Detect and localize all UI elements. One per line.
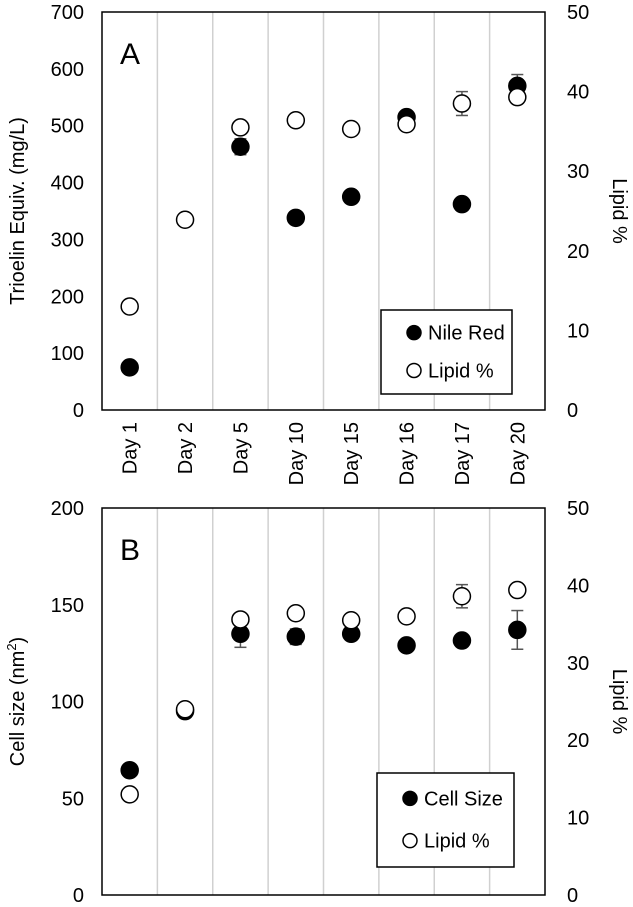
legend-marker: [406, 324, 422, 341]
y2-tick-label: 30: [567, 653, 589, 675]
x-tick-label: Day 5: [230, 422, 252, 474]
legend-label: Cell Size: [424, 788, 503, 810]
y2-tick-label: 20: [567, 730, 589, 752]
filled-point: [286, 627, 306, 646]
filled-point: [452, 631, 472, 650]
y2-tick-label: 30: [567, 161, 589, 183]
open-point: [397, 114, 416, 134]
filled-point: [452, 194, 472, 214]
x-tick-label: Day 1: [120, 422, 142, 474]
y2-tick-label: 0: [567, 400, 578, 422]
y-tick-label: 0: [73, 885, 84, 907]
filled-point: [120, 358, 139, 377]
filled-point: [508, 620, 527, 640]
open-point: [286, 604, 306, 623]
y2-tick-label: 40: [567, 575, 589, 597]
y-tick-label: 300: [51, 229, 84, 251]
y2-tick-label: 10: [567, 320, 589, 342]
y2-tick-label: 40: [567, 82, 589, 104]
y-tick-label: 600: [51, 59, 84, 81]
y-tick-label: 100: [51, 343, 84, 365]
open-point: [508, 87, 527, 107]
legend-label: Lipid %: [428, 360, 494, 382]
plot-frame: [101, 11, 546, 411]
x-tick-label: Day 17: [452, 422, 474, 485]
open-point: [341, 119, 361, 139]
open-point: [175, 699, 195, 719]
open-point: [508, 580, 527, 600]
legend: Nile Red Lipid %: [380, 309, 513, 395]
x-tick-label: Day 20: [507, 422, 529, 485]
filled-point: [231, 137, 250, 157]
y-tick-label: 200: [51, 286, 84, 308]
filled-point: [120, 760, 139, 780]
y2-tick-label: 50: [567, 2, 589, 24]
y2-axis-title: Lipid %: [608, 178, 630, 244]
legend-label: Nile Red: [428, 323, 505, 345]
y2-tick-label: 10: [567, 808, 589, 830]
filled-point: [286, 208, 306, 228]
open-point: [120, 297, 139, 316]
open-point: [452, 94, 472, 113]
legend: Cell Size Lipid %: [376, 772, 515, 868]
legend-marker: [402, 790, 418, 807]
legend-box: [376, 772, 515, 868]
legend-label: Lipid %: [424, 831, 490, 853]
open-point: [341, 610, 361, 630]
x-tick-label: Day 2: [175, 422, 197, 474]
y-tick-label: 700: [51, 2, 84, 24]
filled-point: [341, 187, 361, 207]
open-point: [452, 586, 472, 606]
x-tick-label: Day 15: [341, 422, 363, 485]
open-point: [120, 785, 139, 804]
legend-marker: [402, 832, 418, 849]
y-tick-label: 200: [51, 498, 84, 520]
y-tick-label: 400: [51, 173, 84, 195]
panel-label: A: [120, 38, 140, 71]
x-tick-label: Day 10: [286, 422, 308, 485]
open-point: [175, 210, 195, 230]
filled-point: [397, 636, 416, 655]
legend-marker: [406, 362, 422, 379]
y2-axis-title: Lipid %: [608, 669, 630, 735]
y-tick-label: 50: [62, 788, 84, 810]
plot-frame: [101, 507, 546, 896]
y2-tick-label: 0: [567, 885, 578, 907]
x-tick-label: Day 16: [397, 422, 419, 485]
y-tick-label: 0: [73, 400, 84, 422]
panel-label: B: [120, 534, 140, 567]
y-tick-label: 500: [51, 116, 84, 138]
y2-tick-label: 20: [567, 241, 589, 263]
open-point: [231, 118, 250, 137]
y2-tick-label: 50: [567, 498, 589, 520]
y-tick-label: 150: [51, 595, 84, 617]
chart-panel-a: 0 100 200 300 400 500 600 700 0 10 20 30 40 50 A Trioel…: [7, 2, 630, 485]
legend-box: [380, 309, 513, 395]
open-point: [397, 607, 416, 626]
y-tick-label: 100: [51, 692, 84, 714]
open-point: [286, 111, 306, 130]
y-axis-title: Trioelin Equiv. (mg/L): [7, 117, 29, 305]
open-point: [231, 610, 250, 629]
y-axis-title: Cell size (nm2): [4, 637, 29, 766]
chart-panel-b: 0 50 100 150 200 0 10 20 30 40 50 B Cell size (nm2) L…: [4, 498, 630, 907]
